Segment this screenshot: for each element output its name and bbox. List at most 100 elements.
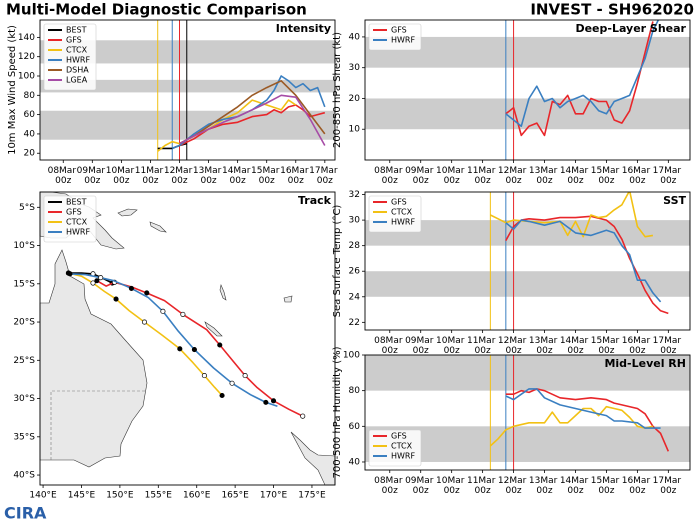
series-line	[179, 94, 326, 146]
x-tick-label: 17Mar 00z	[653, 476, 684, 496]
x-tick-label: 11Mar 00z	[135, 166, 166, 186]
x-tick-label: 16Mar 00z	[280, 166, 311, 186]
y-axis-label: 700-500 hPa Humidity (%)	[332, 346, 343, 478]
x-tick-label: 17Mar 00z	[653, 166, 684, 186]
y-tick-label: 100	[18, 72, 35, 82]
series-line	[505, 215, 669, 315]
track-point	[191, 347, 197, 353]
x-tick-label: 15Mar 00z	[591, 166, 622, 186]
new-zealand	[290, 431, 336, 486]
track-point	[94, 278, 100, 284]
x-tick-label: 10Mar 00z	[106, 166, 137, 186]
logo: CIRA	[4, 504, 47, 523]
legend-label: HWRF	[391, 452, 415, 461]
series-line	[505, 388, 661, 429]
series-line	[505, 21, 654, 137]
axes-frame	[364, 19, 691, 161]
x-tick-label: 140°E	[29, 491, 57, 501]
x-tick-label: 165°E	[221, 491, 249, 501]
panel-title: Intensity	[276, 22, 331, 35]
x-tick-label: 175°E	[298, 491, 326, 501]
legend-label: LGEA	[66, 76, 88, 85]
legend-label: HWRF	[66, 228, 90, 237]
track-point	[177, 346, 183, 352]
track-point	[160, 308, 166, 314]
x-tick-label: 11Mar 00z	[467, 476, 498, 496]
x-tick-label: 16Mar 00z	[622, 336, 653, 356]
y-tick-label: 80	[349, 386, 361, 396]
y-tick-label: 10	[349, 125, 361, 135]
band	[40, 40, 335, 64]
panel-title: SST	[663, 194, 686, 207]
axes-frame	[39, 19, 336, 161]
x-tick-label: 145°E	[68, 491, 96, 501]
y-tick-label: 22	[349, 318, 360, 328]
track-point	[67, 271, 73, 277]
legend-box	[43, 195, 97, 243]
y-tick-label: 80	[24, 91, 36, 101]
x-tick-label: 160°E	[183, 491, 211, 501]
panel-title: Deep-Layer Shear	[575, 22, 686, 35]
x-tick-label: 09Mar 00z	[405, 476, 436, 496]
series-line	[171, 75, 326, 150]
track-point	[180, 311, 186, 317]
legend-label: CTCX	[391, 442, 413, 451]
series-line	[179, 80, 326, 145]
panel-title: Mid-Level RH	[604, 357, 686, 370]
y-axis-label: 200-850 hPa Shear (kt)	[332, 32, 343, 148]
plot-area	[65, 270, 306, 419]
y-tick-label: 60	[349, 422, 361, 432]
x-tick-label: 12Mar 00z	[498, 476, 529, 496]
x-tick-label: 08Mar 00z	[48, 166, 79, 186]
x-tick-label: 11Mar 00z	[467, 336, 498, 356]
track-point	[219, 392, 225, 399]
band	[365, 355, 690, 391]
x-tick-label: 17Mar 00z	[309, 166, 340, 186]
band	[40, 110, 335, 140]
x-tick-label: 13Mar 00z	[529, 476, 560, 496]
panel-title: Track	[298, 194, 332, 207]
x-tick-label: 13Mar 00z	[529, 336, 560, 356]
axes-frame	[364, 191, 691, 331]
x-tick-label: 08Mar 00z	[374, 336, 405, 356]
plot-area	[365, 192, 690, 330]
vanuatu	[219, 283, 227, 301]
track-point	[90, 280, 96, 286]
legend-label: BEST	[66, 26, 87, 35]
track-point	[270, 398, 277, 404]
legend-label: CTCX	[391, 208, 413, 217]
x-tick-label: 15Mar 00z	[591, 336, 622, 356]
x-tick-label: 10Mar 00z	[436, 166, 467, 186]
y-tick-label: 28	[349, 241, 361, 251]
x-tick-label: 14Mar 00z	[222, 166, 253, 186]
x-tick-label: 11Mar 00z	[467, 166, 498, 186]
x-tick-label: 12Mar 00z	[498, 336, 529, 356]
series-line	[505, 20, 660, 127]
x-tick-label: 15Mar 00z	[251, 166, 282, 186]
axes-frame	[364, 354, 691, 471]
x-tick-label: 09Mar 00z	[405, 166, 436, 186]
series-line	[490, 192, 654, 238]
legend-label: GFS	[391, 26, 407, 35]
track-point	[229, 380, 235, 386]
series-line	[489, 405, 654, 447]
y-tick-label: 40	[349, 32, 361, 42]
storm-id: INVEST - SH962020	[530, 1, 694, 19]
y-tick-label: 24	[349, 292, 361, 302]
legend-label: GFS	[66, 208, 82, 217]
x-tick-label: 09Mar 00z	[405, 336, 436, 356]
x-tick-label: 14Mar 00z	[560, 166, 591, 186]
y-tick-label: 15°S	[13, 279, 35, 289]
track-point	[300, 413, 306, 419]
x-tick-label: 16Mar 00z	[622, 166, 653, 186]
legend-label: CTCX	[66, 46, 88, 55]
y-tick-label: 10°S	[13, 241, 35, 251]
y-tick-label: 30	[349, 216, 361, 226]
x-tick-label: 08Mar 00z	[374, 166, 405, 186]
y-tick-label: 30°S	[13, 394, 35, 404]
x-tick-label: 150°E	[106, 491, 134, 501]
x-tick-label: 155°E	[145, 491, 173, 501]
track-point	[217, 342, 223, 348]
